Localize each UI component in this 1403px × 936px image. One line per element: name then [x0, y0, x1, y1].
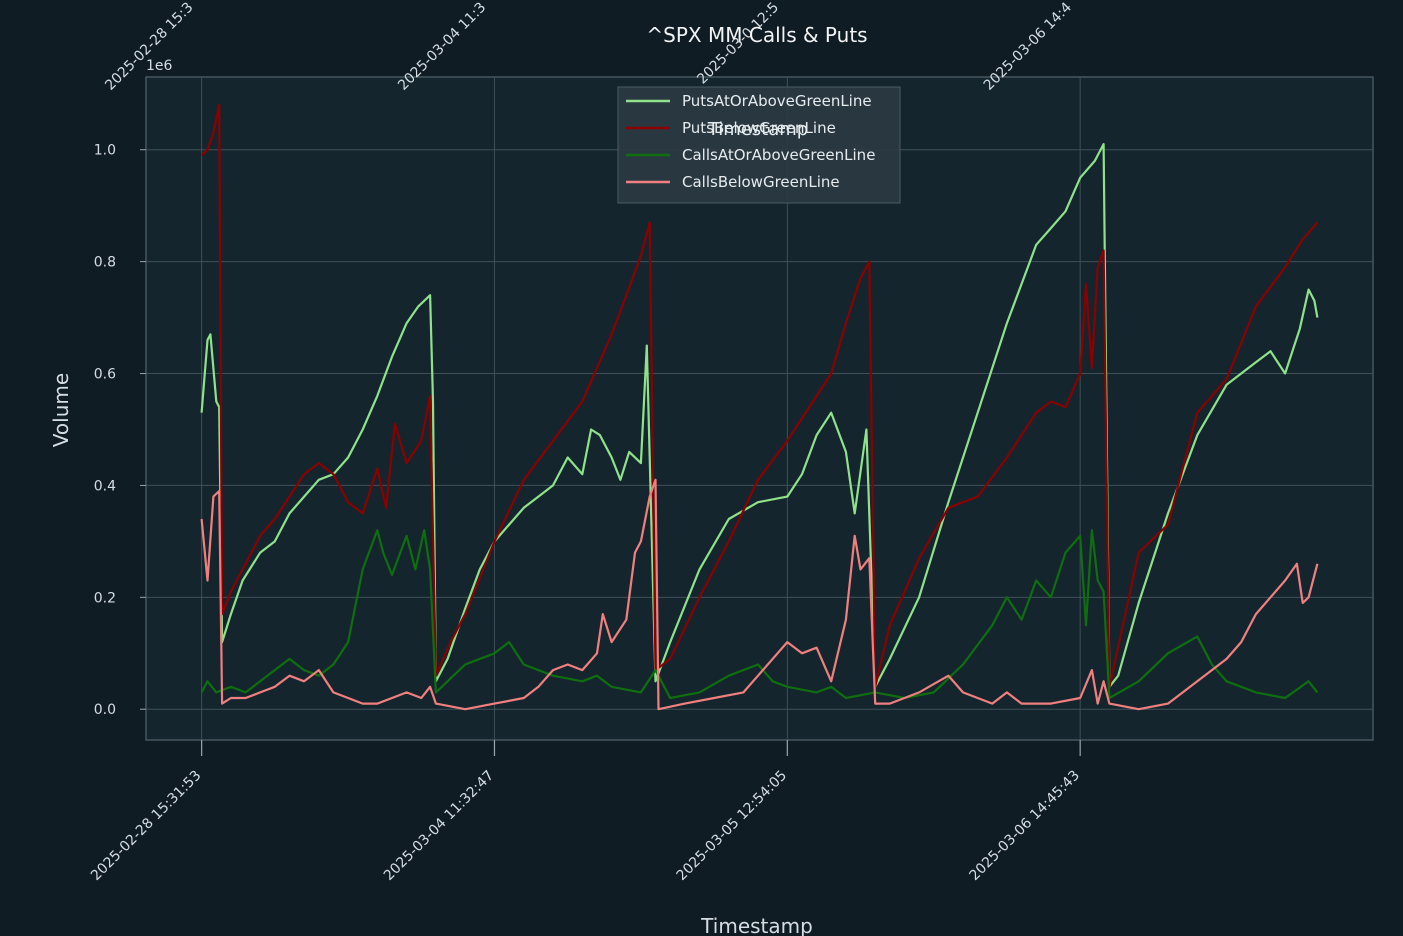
legend-box [617, 86, 901, 204]
y-tick-label: 0.8 [94, 255, 116, 271]
legend-label: PutsBelowGreenLine [682, 119, 836, 137]
series-line-CallsAtOrAboveGreenLine [200, 529, 1319, 700]
legend: Timestamp PutsAtOrAboveGreenLine PutsBelo… [617, 86, 901, 204]
chart-title: ^SPX MM Calls & Puts [646, 23, 867, 47]
y-tick-label: 0.2 [94, 590, 116, 606]
series-layer [200, 103, 1319, 711]
x-tick-label: 2025-02-28 15:31:53 [88, 768, 204, 884]
x-tick-label: 2025-03-05 12:54:05 [674, 768, 790, 884]
legend-label: PutsAtOrAboveGreenLine [682, 92, 872, 110]
y-tick-label: 0.0 [94, 702, 116, 718]
y-offset-label: 1e6 [146, 58, 173, 74]
x-tick-label: 2025-03-04 11:32:47 [381, 768, 497, 884]
x-axis-title: Timestamp [700, 914, 813, 936]
y-axis-title: Volume [49, 373, 73, 447]
legend-label: CallsAtOrAboveGreenLine [682, 146, 875, 164]
x-tick-label: 2025-03-06 14:45:43 [967, 768, 1083, 884]
y-tick-label: 0.4 [94, 478, 116, 494]
y-tick-label: 0.6 [94, 367, 116, 383]
series-line-PutsBelowGreenLine [200, 103, 1319, 688]
series-line-CallsBelowGreenLine [200, 478, 1319, 711]
legend-ghost-label: Timestamp [707, 119, 808, 140]
legend-label: CallsBelowGreenLine [682, 173, 840, 191]
y-tick-label: 1.0 [94, 143, 116, 159]
